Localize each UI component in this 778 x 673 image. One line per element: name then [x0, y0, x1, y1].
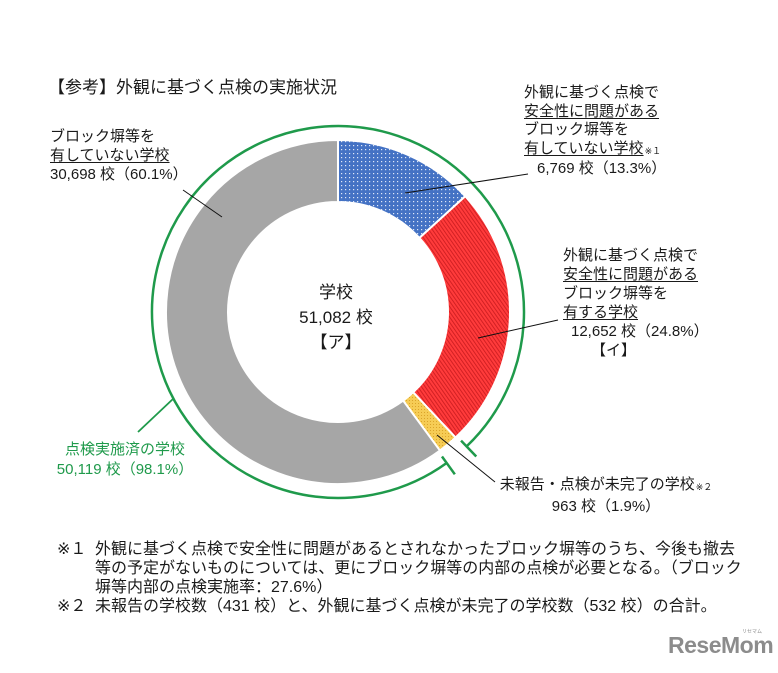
label-line: 外観に基づく点検で — [563, 247, 699, 264]
footnote-mark: ※１ — [57, 541, 87, 558]
footnote-ref: ※２ — [695, 482, 713, 492]
bracket-tick — [460, 439, 478, 458]
label-line: 有していない学校 — [524, 139, 644, 157]
leader-line-no-walls — [182, 189, 223, 218]
label-value: 6,769 校（13.3%） — [537, 160, 667, 177]
label-line: 安全性に問題がある — [524, 102, 660, 120]
label-tag: 【イ】 — [591, 342, 637, 359]
label-unsafe-walls: 外観に基づく点検で 安全性に問題がある ブロック塀等を 有する学校 12,652… — [563, 246, 709, 360]
chart-title: 【参考】外観に基づく点検の実施状況 — [48, 78, 337, 97]
leader-line-safe-no-walls — [404, 173, 529, 194]
leader-line-inspected — [137, 397, 175, 433]
center-total: 51,082 校 — [299, 308, 373, 327]
label-unreported: 未報告・点検が未完了の学校※２ 963 校（1.9%） — [486, 475, 726, 517]
footnote-mark: ※２ — [57, 598, 87, 615]
segment-unsafe-walls — [411, 194, 511, 439]
label-inspected: 点検実施済の学校 50,119 校（98.1%） — [45, 440, 205, 480]
label-value: 12,652 校（24.8%） — [571, 323, 709, 340]
label-value: 50,119 校（98.1%） — [56, 461, 194, 478]
footnotes: ※１ 外観に基づく点検で安全性に問題があるとされなかったブロック塀等のうち、今後… — [0, 540, 778, 620]
footnote-ref: ※１ — [644, 145, 662, 156]
label-safe-no-walls: 外観に基づく点検で 安全性に問題がある ブロック塀等を 有していない学校※１ 6… — [524, 84, 666, 179]
leader-line-unreported — [436, 434, 496, 483]
label-line: 安全性に問題がある — [563, 266, 699, 283]
footnote-line: 塀等内部の点検実施率：27.6%） — [95, 579, 333, 596]
donut-segments — [165, 138, 511, 485]
donut-center-label: 学校 51,082 校 【ア】 — [256, 280, 416, 355]
logo-kana: リセマム — [742, 629, 763, 635]
label-line: 有していない学校 — [50, 147, 170, 164]
label-line: ブロック塀等を — [524, 121, 630, 138]
footnote-line: 未報告の学校数（431 校）と、外観に基づく点検が未完了の学校数（532 校）の… — [95, 598, 717, 615]
resemom-logo: ReseMom — [668, 632, 774, 658]
inspected-bracket-arc — [150, 124, 526, 500]
label-line: ブロック塀等を — [50, 128, 156, 145]
center-tag: 【ア】 — [310, 333, 362, 352]
label-line: 外観に基づく点検で — [524, 84, 660, 101]
label-value: 30,698 校（60.1%） — [50, 166, 188, 183]
label-line: ブロック塀等を — [563, 285, 669, 302]
label-line: 未報告・点検が未完了の学校 — [499, 476, 695, 493]
label-line: 有する学校 — [563, 304, 639, 321]
label-value: 963 校（1.9%） — [551, 498, 661, 515]
bracket-tick — [440, 455, 456, 476]
label-no-walls: ブロック塀等を 有していない学校 30,698 校（60.1%） — [50, 127, 188, 184]
center-line: 学校 — [319, 283, 353, 302]
label-line: 点検実施済の学校 — [64, 441, 185, 458]
footnote-line: 外観に基づく点検で安全性に問題があるとされなかったブロック塀等のうち、今後も撤去 — [95, 541, 736, 558]
segment-no-walls — [165, 138, 442, 485]
footnote-line: 等の予定がないものについては、更にブロック塀等の内部の点検が必要となる。（ブロッ… — [95, 560, 742, 577]
leader-line-unsafe-walls — [477, 319, 559, 339]
